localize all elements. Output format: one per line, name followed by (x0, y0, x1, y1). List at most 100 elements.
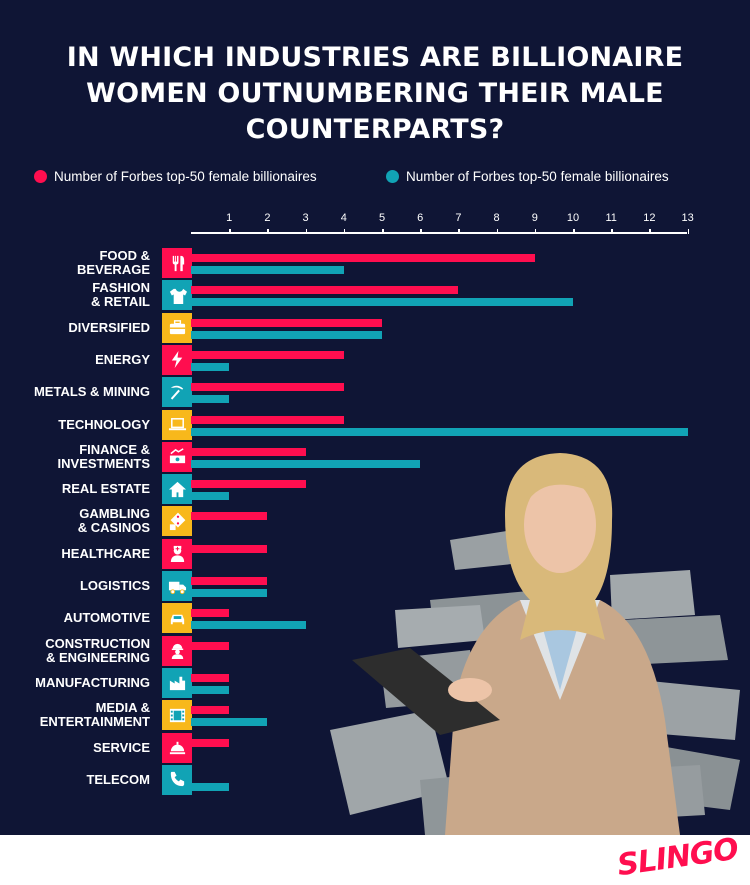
x-tick-label: 3 (302, 212, 309, 224)
briefcase-icon (162, 312, 192, 343)
x-tick-label: 7 (455, 212, 462, 224)
x-tick-mark (649, 229, 651, 234)
x-tick-mark (267, 229, 269, 234)
bar-female (191, 415, 344, 424)
bar-female (191, 673, 230, 682)
x-tick-mark (229, 229, 231, 234)
category-label: FASHION & RETAIL (91, 280, 150, 310)
legend-swatch-male (386, 169, 399, 183)
category-label: CONSTRUCTION & ENGINEERING (45, 635, 150, 665)
bar-female (191, 544, 268, 553)
bar-female (191, 706, 230, 715)
bar-male (191, 782, 230, 791)
x-tick-mark (534, 229, 537, 234)
x-tick-label: 12 (643, 212, 656, 224)
service-bell-icon (162, 732, 192, 763)
tshirt-icon (162, 280, 192, 311)
x-tick-mark (496, 229, 499, 234)
bar-female (191, 577, 268, 585)
bar-male (191, 298, 573, 307)
bar-female (191, 480, 306, 489)
bar-female (191, 286, 459, 295)
bar-female (191, 350, 344, 359)
legend-item-female: Number of Forbes top-50 female billionai… (34, 167, 317, 185)
bar-male (191, 459, 421, 468)
money-chart-icon (162, 441, 192, 472)
bar-female (191, 318, 382, 327)
utensils-icon (162, 248, 192, 278)
x-tick-label: 13 (681, 212, 694, 224)
x-tick-label: 8 (493, 212, 500, 224)
car-icon (162, 603, 192, 634)
lightning-icon (162, 344, 192, 375)
doctor-icon (162, 538, 192, 569)
infographic-canvas: IN WHICH INDUSTRIES ARE BILLIONAIRE WOME… (0, 0, 750, 835)
x-tick-label: 11 (605, 212, 617, 224)
bar-female (191, 383, 344, 392)
category-label: LOGISTICS (79, 578, 150, 593)
category-label: REAL ESTATE (61, 481, 150, 497)
phone-icon (162, 764, 192, 795)
x-tick-label: 6 (417, 212, 424, 224)
x-tick-mark (382, 229, 384, 234)
dice-icon (162, 506, 192, 537)
truck-icon (162, 571, 192, 601)
bar-male (191, 685, 230, 694)
businesswoman-with-money-photo (330, 453, 740, 835)
chart-title: IN WHICH INDUSTRIES ARE BILLIONAIRE WOME… (66, 42, 684, 145)
category-label: SERVICE (93, 739, 150, 755)
pickaxe-icon (162, 377, 192, 408)
category-label: ENERGY (95, 351, 150, 367)
category-label: TECHNOLOGY (58, 416, 150, 432)
legend-label-female: Number of Forbes top-50 female billionai… (54, 168, 317, 184)
x-tick-mark (687, 229, 690, 234)
bar-female (191, 512, 268, 521)
bar-male (191, 330, 382, 339)
category-label: MEDIA & ENTERTAINMENT (39, 700, 150, 730)
bar-male (191, 427, 688, 436)
film-icon (162, 700, 192, 731)
x-tick-mark (458, 229, 460, 234)
bar-female (191, 254, 535, 262)
category-label: FOOD & BEVERAGE (77, 248, 150, 277)
bar-female (191, 738, 230, 747)
bar-male (191, 395, 230, 404)
category-label: AUTOMOTIVE (63, 610, 150, 626)
bar-male (191, 621, 306, 630)
bar-male (191, 589, 268, 597)
category-label: METALS & MINING (33, 384, 150, 400)
legend-swatch-female (34, 169, 47, 183)
x-tick-label: 2 (264, 212, 271, 224)
construction-worker-icon (162, 635, 192, 666)
x-axis-line (191, 232, 687, 234)
x-tick-mark (573, 229, 575, 234)
x-tick-mark (420, 229, 422, 234)
businesswoman (352, 453, 680, 835)
legend-label-male: Number of Forbes top-50 female billionai… (406, 168, 669, 184)
x-tick-label: 1 (226, 212, 233, 224)
x-tick-label: 4 (340, 212, 347, 224)
laptop-icon (162, 409, 192, 440)
x-tick-label: 10 (566, 212, 580, 224)
x-tick-mark (305, 229, 308, 234)
category-label: MANUFACTURING (35, 674, 150, 690)
slingo-logo: SLINGO (615, 831, 740, 884)
bar-male (191, 362, 230, 371)
bar-male (191, 718, 268, 727)
x-tick-label: 9 (531, 212, 538, 224)
house-icon (162, 474, 192, 505)
x-tick-mark (611, 229, 613, 234)
category-label: TELECOM (86, 771, 150, 787)
category-label: DIVERSIFIED (68, 319, 150, 335)
bar-male (191, 492, 230, 501)
factory-icon (162, 667, 192, 698)
x-tick-mark (343, 229, 346, 234)
category-label: HEALTHCARE (61, 545, 150, 561)
category-label: FINANCE & INVESTMENTS (57, 441, 150, 471)
bar-male (191, 266, 344, 274)
bar-female (191, 447, 306, 456)
bar-female (191, 609, 230, 618)
bar-female (191, 641, 230, 650)
legend-item-male: Number of Forbes top-50 female billionai… (386, 167, 669, 185)
x-tick-label: 5 (378, 212, 386, 224)
